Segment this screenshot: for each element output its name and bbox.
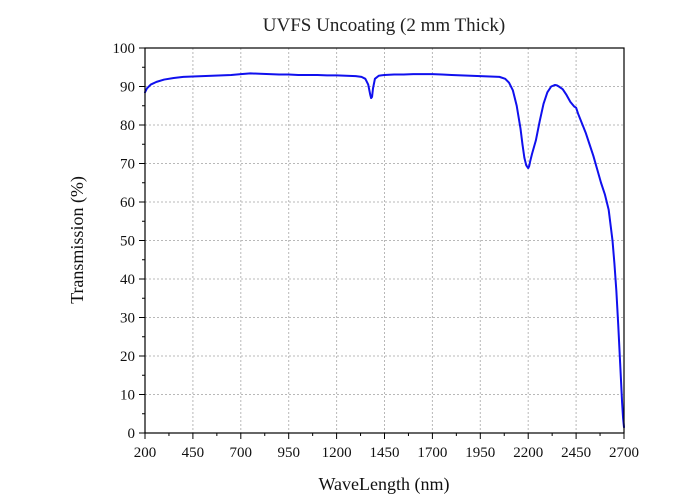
- y-tick-label: 60: [120, 195, 135, 211]
- x-axis-label: WaveLength (nm): [318, 474, 449, 495]
- y-axis-label: Transmission (%): [67, 176, 88, 304]
- y-tick-label: 10: [120, 388, 135, 404]
- series-layer: [144, 72, 625, 429]
- y-tick-label: 30: [120, 311, 135, 327]
- x-tick-label: 200: [134, 445, 157, 461]
- x-tick-label: 1450: [370, 445, 400, 461]
- y-tick-label: 40: [120, 272, 135, 288]
- x-tick-label: 2200: [513, 445, 543, 461]
- y-tick-label: 70: [120, 157, 135, 173]
- x-tick-label: 2450: [561, 445, 591, 461]
- y-tick-label: 50: [120, 234, 135, 250]
- ticks: 200 450 700 950 1200 1450 1700 1950 2200 2450 2700…: [113, 41, 640, 461]
- x-tick-label: 1200: [322, 445, 352, 461]
- x-tick-label: 1700: [417, 445, 447, 461]
- y-tick-label: 0: [128, 426, 136, 442]
- y-tick-label: 90: [120, 80, 135, 96]
- x-tick-label: 700: [230, 445, 253, 461]
- x-tick-label: 450: [182, 445, 205, 461]
- y-tick-label: 20: [120, 349, 135, 365]
- y-tick-label: 100: [113, 41, 136, 57]
- transmission-line: [144, 72, 625, 429]
- x-tick-label: 1950: [465, 445, 495, 461]
- x-tick-label: 2700: [609, 445, 639, 461]
- chart-title: UVFS Uncoating (2 mm Thick): [263, 15, 505, 36]
- grid: [145, 48, 624, 433]
- x-tick-label: 950: [277, 445, 300, 461]
- y-tick-label: 80: [120, 118, 135, 134]
